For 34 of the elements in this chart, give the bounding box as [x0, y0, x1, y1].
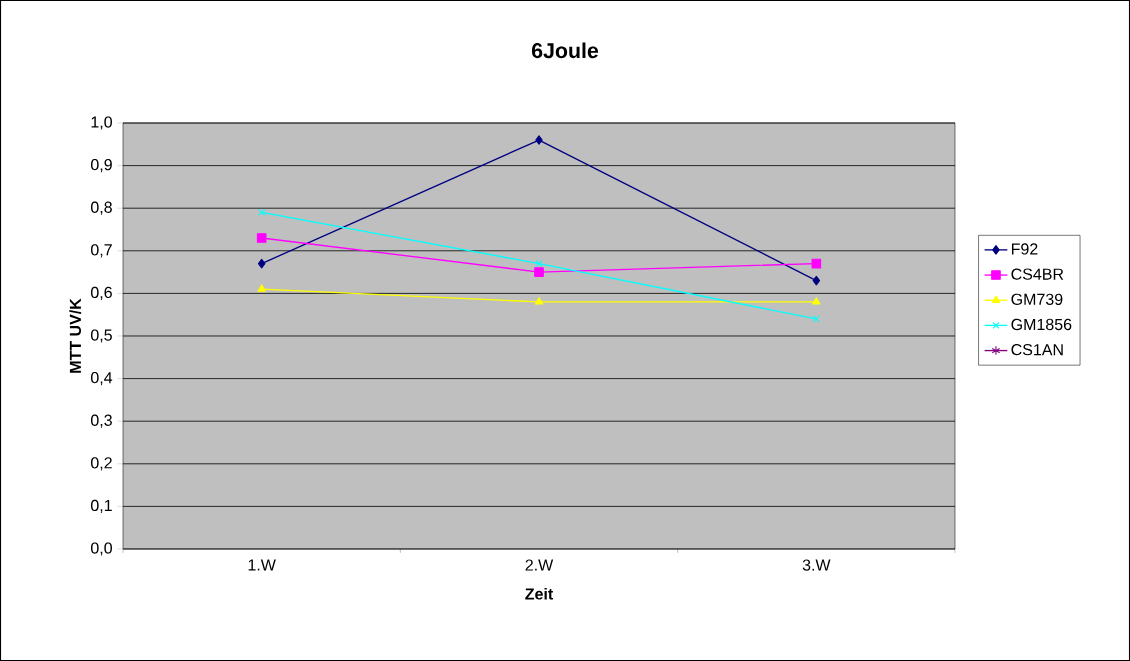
chart-title: 6Joule: [531, 42, 599, 59]
point: [534, 297, 544, 305]
point: [812, 315, 820, 323]
point: [812, 275, 821, 286]
point: [811, 258, 822, 269]
point: [534, 267, 544, 277]
y-axis-title: MTT UV/K: [69, 298, 82, 373]
y-tick-label: 1,0: [91, 116, 112, 130]
y-tick-label: 0,7: [90, 244, 112, 258]
legend-label: CS4BR: [1011, 268, 1064, 280]
x-tick-label: 1.W: [248, 559, 276, 571]
x-tick-label: 2.W: [525, 559, 554, 571]
legend-label: GM739: [1011, 293, 1063, 305]
y-tick-label: 0,4: [90, 371, 113, 386]
legend-label: GM1856: [1011, 318, 1072, 331]
y-tick-label: 0,6: [90, 286, 112, 301]
point: [257, 284, 266, 292]
point: [535, 135, 543, 145]
x-axis-title: Zeit: [525, 587, 554, 600]
point: [812, 297, 821, 305]
y-tick-label: 0,5: [90, 329, 112, 343]
y-tick-label: 0,0: [90, 542, 112, 556]
legend-label: CS1AN: [1011, 344, 1063, 356]
point: [257, 258, 266, 269]
y-tick-label: 0,8: [90, 201, 112, 215]
point: [535, 260, 543, 268]
y-tick-label: 0,3: [90, 414, 112, 428]
legend-label: F92: [1011, 243, 1038, 255]
y-tick-label: 0,2: [90, 457, 112, 471]
y-tick-label: 0,9: [90, 158, 112, 173]
point: [258, 208, 266, 217]
point: [256, 233, 267, 243]
x-tick-label: 3.W: [802, 559, 831, 571]
y-tick-label: 0,1: [90, 499, 112, 514]
